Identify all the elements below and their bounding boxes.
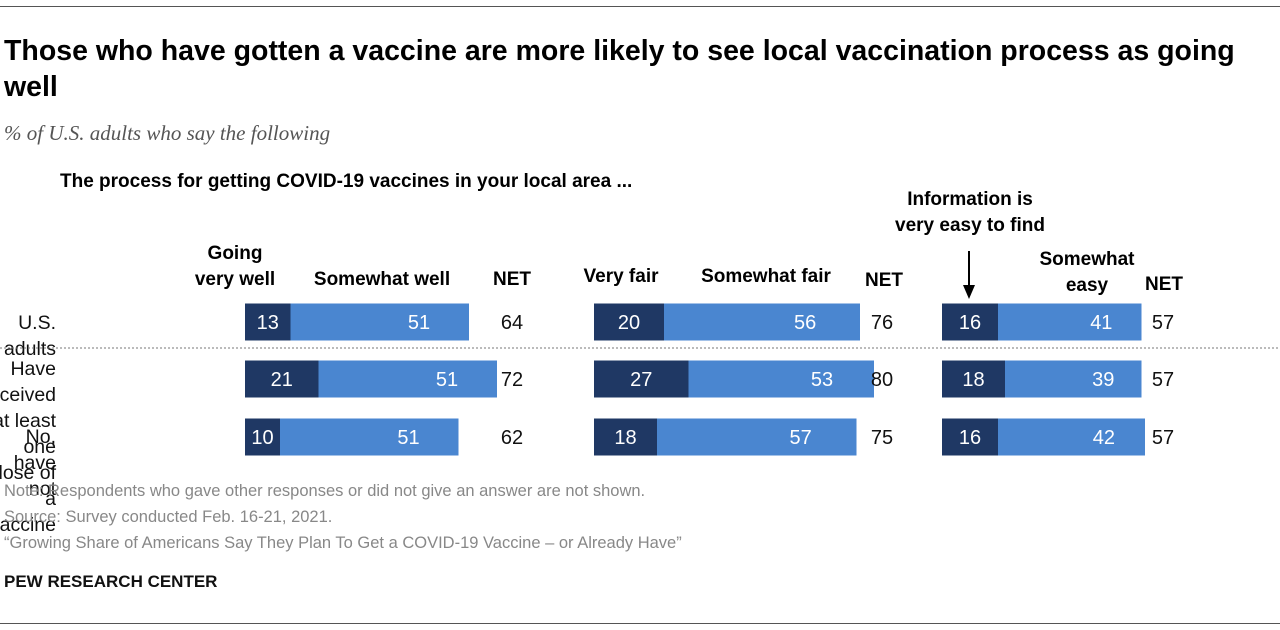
data-label-light: 51 <box>397 427 419 449</box>
header-somewhat-easy: Somewhat easy <box>1022 247 1152 299</box>
header-info-very-easy: Information is very easy to find <box>872 187 1068 239</box>
bar-segment-light <box>688 360 874 398</box>
row-label-have-not: No, have not <box>0 424 56 502</box>
row-label-line: No, have not <box>13 426 56 500</box>
net-value-label: 62 <box>501 427 523 449</box>
header-going-very-well-line2: very well <box>194 269 276 290</box>
chart-title: Those who have gotten a vaccine are more… <box>4 35 1235 103</box>
data-label-dark: 20 <box>618 312 640 334</box>
header-somewhat-easy-line2: easy <box>1065 275 1109 296</box>
brand-logo-text: PEW RESEARCH CENTER <box>4 572 218 591</box>
data-label-dark: 16 <box>959 312 981 334</box>
bar-segment-dark <box>942 418 998 456</box>
footnote-source: Source: Survey conducted Feb. 16-21, 202… <box>4 508 333 526</box>
down-arrow-icon <box>963 251 975 299</box>
header-going-very-well: Going very well <box>180 241 290 293</box>
data-label-light: 57 <box>790 427 812 449</box>
header-somewhat-easy-line1: Somewhat <box>1039 249 1135 270</box>
bar-segment-light <box>318 360 497 398</box>
header-net-3: NET <box>1145 274 1183 295</box>
bar-segment-dark <box>594 360 689 398</box>
header-net-1: NET <box>493 269 531 290</box>
row-label-line: Have received at least <box>0 358 57 432</box>
bar-segment-light <box>1005 360 1142 398</box>
data-label-light: 56 <box>794 312 816 334</box>
bottom-rule <box>0 623 1280 624</box>
data-label-dark: 13 <box>257 312 279 334</box>
net-value-label: 75 <box>871 427 893 449</box>
net-value-label: 57 <box>1152 369 1174 391</box>
header-going-very-well-line1: Going <box>207 243 263 264</box>
header-info-very-easy-line1: Information is <box>907 189 1033 210</box>
row-label-line: one dose of a vaccine <box>0 436 56 536</box>
net-value-label: 57 <box>1152 427 1174 449</box>
row-label-received-dose: Have received at least one dose of a vac… <box>0 356 56 538</box>
bar-segment-light <box>998 418 1145 456</box>
data-label-dark: 10 <box>251 427 273 449</box>
data-label-light: 39 <box>1092 369 1114 391</box>
question-text: The process for getting COVID-19 vaccine… <box>60 171 633 192</box>
data-label-dark: 18 <box>614 427 636 449</box>
bar-segment-dark <box>245 303 291 341</box>
bar-segment-dark <box>594 303 664 341</box>
data-label-dark: 27 <box>630 369 652 391</box>
bar-segment-light <box>657 418 857 456</box>
header-somewhat-well: Somewhat well <box>313 269 451 290</box>
net-value-label: 57 <box>1152 312 1174 334</box>
bar-segment-light <box>280 418 459 456</box>
data-label-light: 53 <box>811 369 833 391</box>
bar-segment-dark <box>245 418 280 456</box>
net-value-label: 76 <box>871 312 893 334</box>
data-label-dark: 18 <box>962 369 984 391</box>
bar-segment-dark <box>245 360 319 398</box>
footnote-note: Note: Respondents who gave other respons… <box>4 482 646 500</box>
header-somewhat-fair: Somewhat fair <box>701 266 831 287</box>
bar-segment-dark <box>942 303 998 341</box>
data-label-light: 42 <box>1093 427 1115 449</box>
net-value-label: 80 <box>871 369 893 391</box>
bar-segment-light <box>290 303 469 341</box>
data-label-dark: 16 <box>959 427 981 449</box>
data-label-dark: 21 <box>271 369 293 391</box>
footnote-report: “Growing Share of Americans Say They Pla… <box>4 534 682 552</box>
bar-segment-light <box>664 303 860 341</box>
data-label-light: 41 <box>1090 312 1112 334</box>
header-net-2: NET <box>865 270 903 291</box>
chart-subtitle: % of U.S. adults who say the following <box>4 121 331 145</box>
top-rule <box>0 6 1280 7</box>
bar-segment-dark <box>594 418 657 456</box>
bar-segment-light <box>998 303 1142 341</box>
net-value-label: 72 <box>501 369 523 391</box>
data-label-light: 51 <box>436 369 458 391</box>
data-label-light: 51 <box>408 312 430 334</box>
bar-segment-dark <box>942 360 1005 398</box>
net-value-label: 64 <box>501 312 523 334</box>
header-info-very-easy-line2: very easy to find <box>895 215 1045 236</box>
row-label-us-adults: U.S. adults <box>0 310 56 362</box>
row-label-line: U.S. adults <box>3 312 56 360</box>
header-very-fair: Very fair <box>583 266 659 287</box>
